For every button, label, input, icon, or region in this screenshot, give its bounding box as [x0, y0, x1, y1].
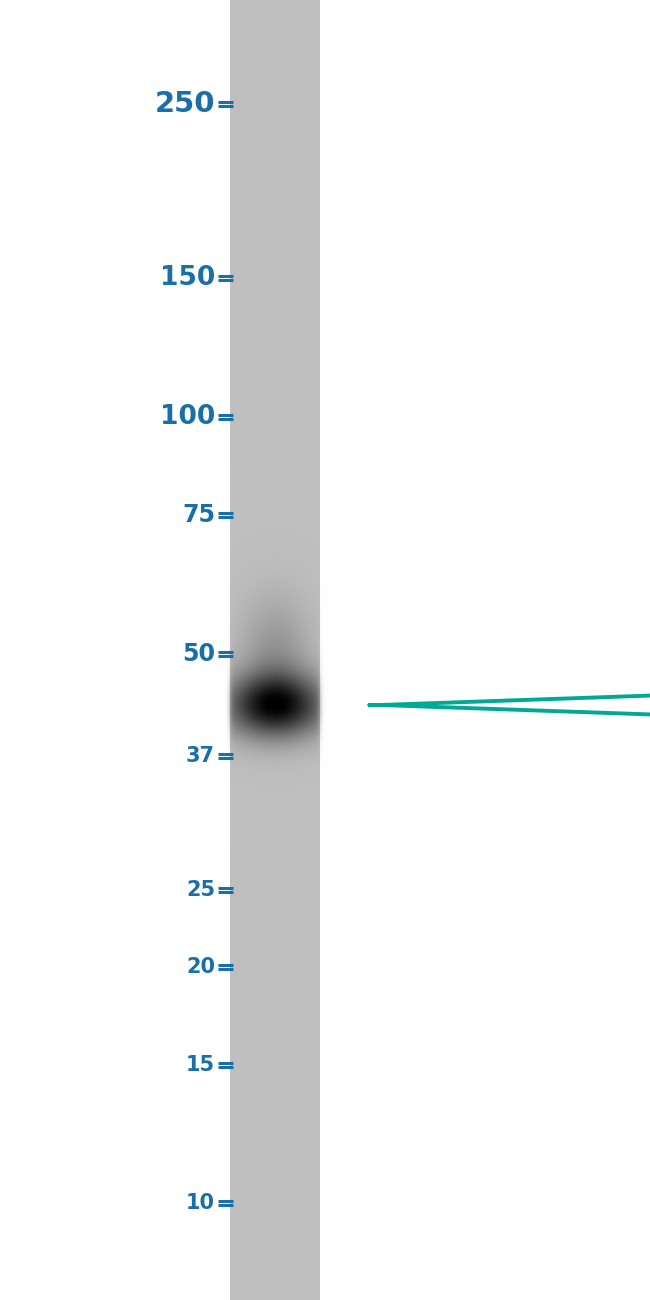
Text: 100: 100: [160, 404, 215, 430]
Text: 250: 250: [155, 90, 215, 118]
Text: 75: 75: [182, 503, 215, 526]
Text: 15: 15: [186, 1056, 215, 1075]
Text: 20: 20: [186, 957, 215, 978]
Text: 10: 10: [186, 1193, 215, 1213]
Text: 50: 50: [182, 642, 215, 666]
Text: 25: 25: [186, 880, 215, 900]
Text: 37: 37: [186, 746, 215, 766]
Text: 150: 150: [160, 265, 215, 291]
